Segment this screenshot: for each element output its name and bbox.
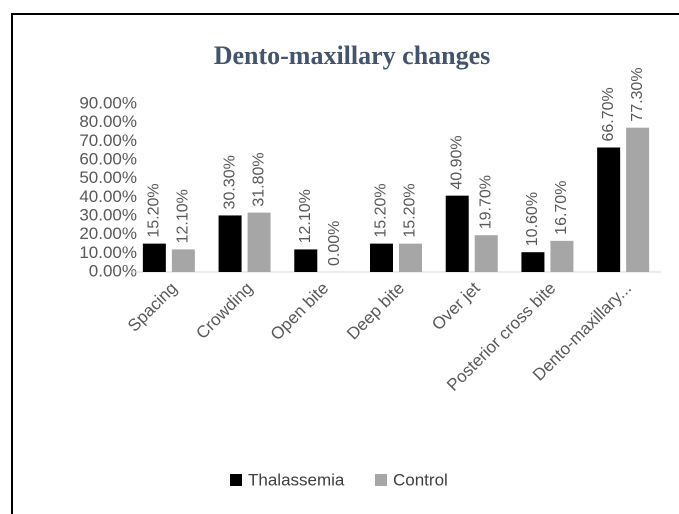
value-label: 31.80% [250,152,267,206]
bar [247,212,271,272]
y-tick-label: 10.00% [79,243,137,262]
bar [142,243,166,272]
value-label: 77.30% [629,67,646,121]
y-tick-label: 80.00% [79,112,137,131]
legend-label: Control [393,470,448,489]
value-label: 19.70% [477,175,494,229]
value-label: 15.20% [146,183,163,237]
y-tick-label: 50.00% [79,168,137,187]
bar [597,147,621,272]
value-label: 16.70% [553,181,570,235]
bar [521,252,545,272]
value-label: 66.70% [600,87,617,141]
bar [399,243,422,272]
y-tick-label: 90.00% [79,93,137,112]
y-tick-label: 20.00% [79,224,137,243]
bar [626,127,650,272]
bar [370,243,393,272]
value-label: 0.00% [326,221,343,266]
y-tick-label: 40.00% [79,187,137,206]
bar [445,195,469,272]
legend-label: Thalassemia [248,470,345,489]
y-tick-label: 0.00% [89,261,137,280]
bar [294,249,318,272]
value-label: 30.30% [221,155,238,209]
bar [171,249,195,272]
value-label: 12.10% [297,189,314,243]
value-label: 40.90% [448,135,465,189]
value-label: 12.10% [175,189,192,243]
value-label: 10.60% [524,192,541,246]
chart-title: Dento-maxillary changes [214,41,491,70]
bar [474,235,498,272]
y-tick-label: 30.00% [79,205,137,224]
bar [218,215,242,272]
value-label: 15.20% [402,183,419,237]
bar [550,240,574,272]
value-label: 15.20% [373,183,390,237]
legend-swatch [375,474,387,486]
y-tick-label: 70.00% [79,131,137,150]
y-tick-label: 60.00% [79,149,137,168]
legend-swatch [230,474,242,486]
